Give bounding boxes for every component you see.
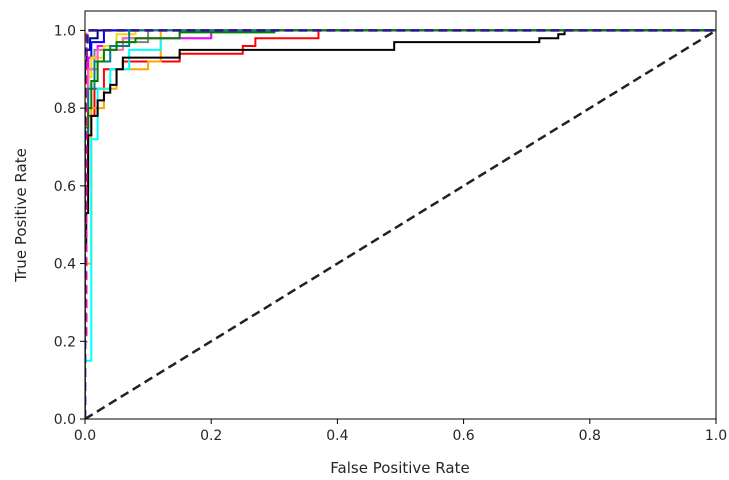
roc-curve-12: [85, 29, 716, 419]
y-tick-label: 0.6: [54, 179, 76, 195]
roc-curve-8: [85, 29, 716, 419]
y-axis-ticks: 0.0 0.2 0.4 0.6 0.8 1.0: [54, 23, 85, 428]
roc-curve-13: [85, 29, 716, 419]
series-layer: [85, 29, 716, 419]
x-axis-title: False Positive Rate: [330, 459, 469, 477]
x-tick-label: 0.4: [326, 428, 348, 444]
y-axis-title: True Positive Rate: [12, 148, 30, 283]
x-tick-label: 0.8: [579, 428, 601, 444]
roc-curve-14: [85, 29, 716, 419]
x-tick-label: 0.0: [74, 428, 96, 444]
y-tick-label: 0.0: [54, 412, 76, 428]
y-tick-label: 1.0: [54, 23, 76, 39]
x-tick-label: 0.6: [452, 428, 474, 444]
y-tick-label: 0.8: [54, 101, 76, 117]
x-axis-ticks: 0.0 0.2 0.4 0.6 0.8 1.0: [74, 419, 727, 444]
y-tick-label: 0.4: [54, 257, 76, 273]
y-tick-label: 0.2: [54, 334, 76, 350]
x-tick-label: 0.2: [200, 428, 222, 444]
plot-frame: [84, 10, 717, 420]
plot-background: [85, 11, 716, 419]
roc-curve-11: [85, 29, 716, 419]
roc-curve-15: [85, 29, 716, 419]
x-tick-label: 1.0: [705, 428, 727, 444]
